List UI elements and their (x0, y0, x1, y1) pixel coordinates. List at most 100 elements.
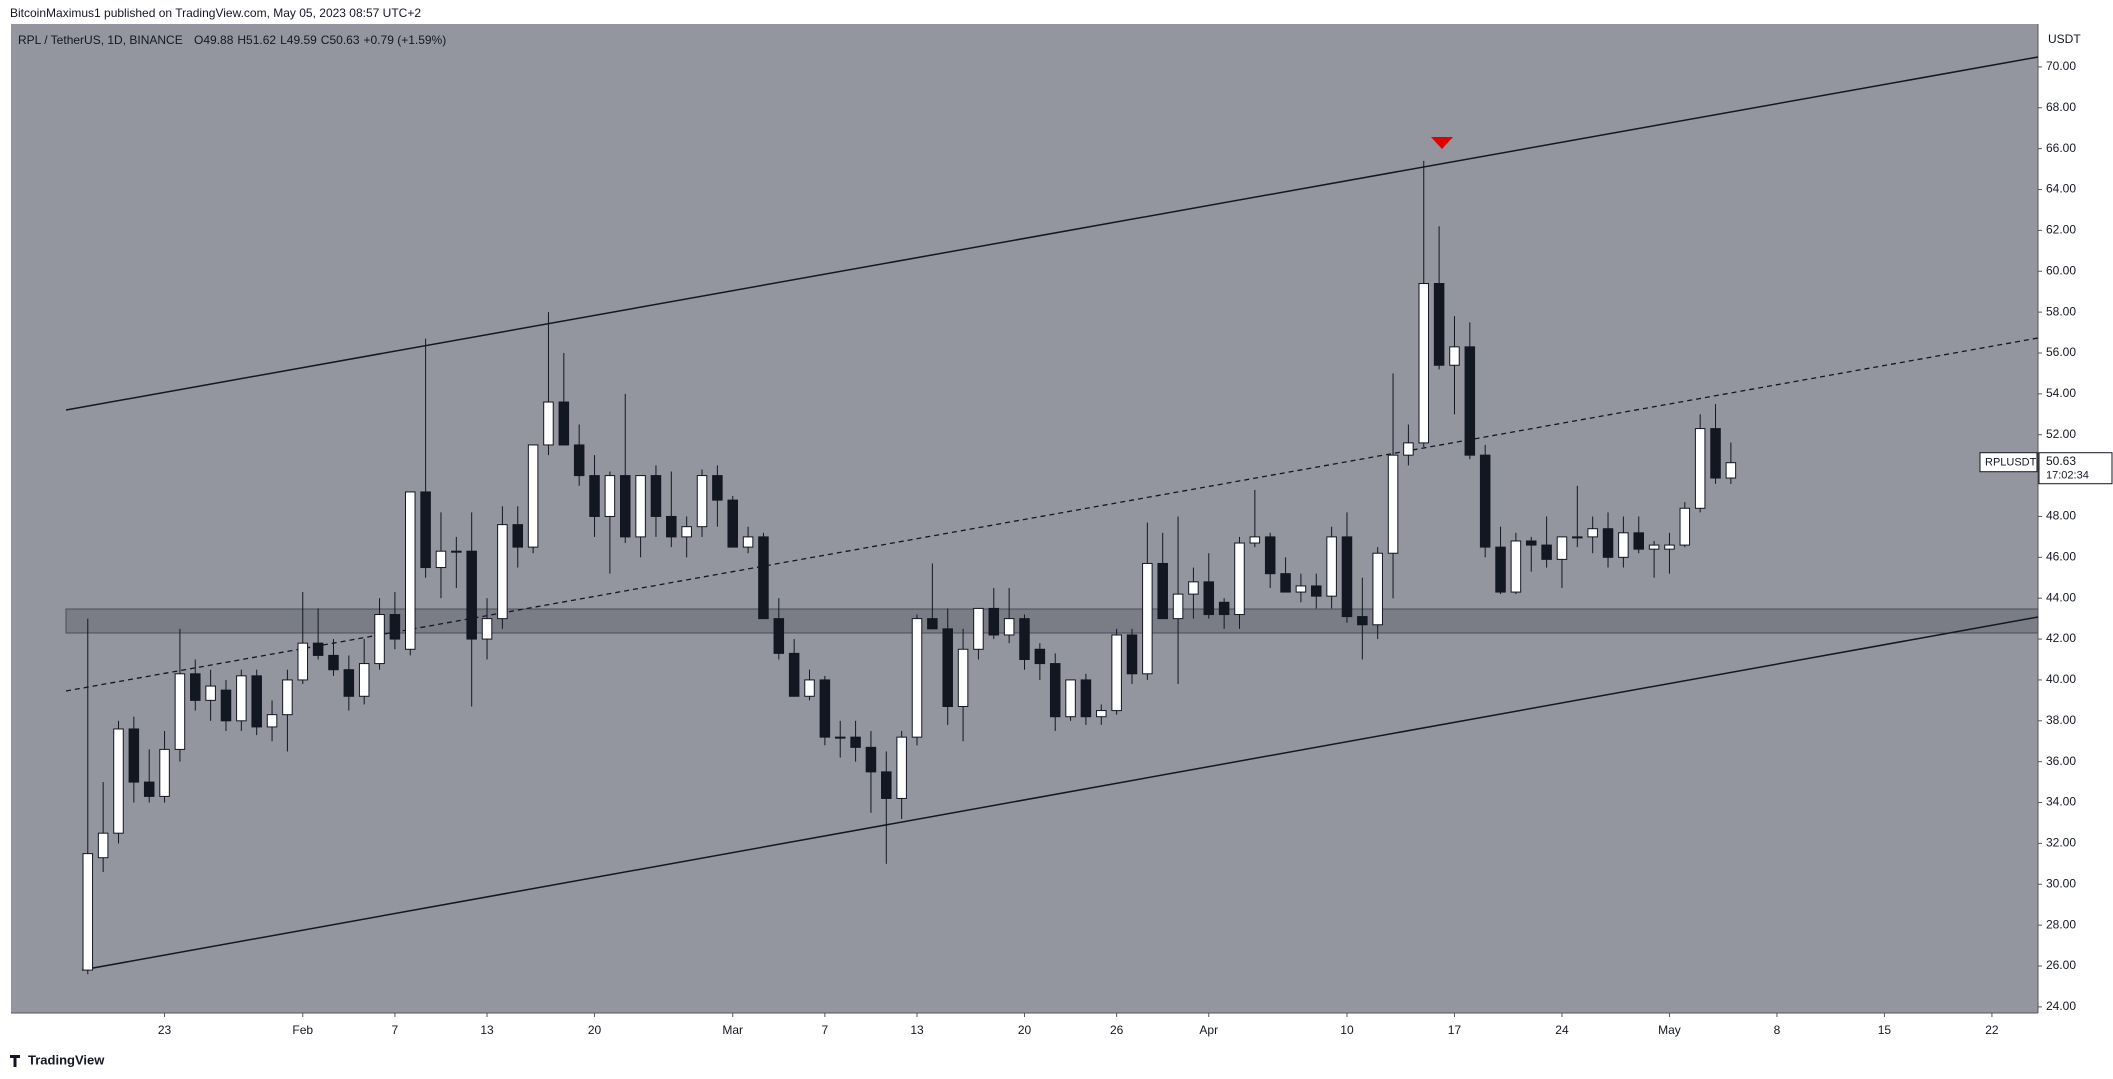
x-tick-label: 23 (158, 1023, 172, 1037)
candle-body (804, 679, 815, 697)
candle-body (1034, 648, 1046, 665)
candle-body (1080, 679, 1092, 718)
y-tick-label: 56.00 (2046, 345, 2076, 359)
candle-body (1188, 581, 1199, 595)
candle-body (1618, 532, 1629, 558)
candle-body (328, 654, 339, 671)
symbol-tag-box (1979, 452, 2038, 473)
candle-body (1264, 536, 1276, 575)
candle-body (282, 679, 293, 716)
candle-body (1234, 542, 1245, 616)
footer-brand: TradingView (28, 1052, 105, 1067)
candle-body (1710, 428, 1721, 479)
candle-body (1495, 546, 1506, 593)
x-tick-label: 8 (1774, 1023, 1781, 1037)
candle-body (251, 675, 262, 728)
candle-body (1556, 536, 1568, 560)
candle-body (1525, 540, 1537, 546)
candle-body (1510, 540, 1522, 593)
x-tick-label: 7 (392, 1023, 399, 1037)
candles (82, 160, 1737, 975)
price-tag-box (2038, 452, 2113, 485)
candle-body (1648, 544, 1660, 550)
candle-body (1157, 562, 1168, 620)
candle-body (435, 550, 447, 569)
published-note: BitcoinMaximus1 published on TradingView… (10, 6, 421, 20)
candle-body (543, 401, 554, 446)
candle-body (466, 550, 477, 640)
candle-body (850, 736, 861, 748)
candle-body (1003, 618, 1015, 636)
candle-body (1725, 462, 1737, 479)
x-tick-label: 13 (910, 1023, 924, 1037)
candle-body (266, 714, 278, 728)
candle-body (297, 642, 309, 681)
y-tick-label: 32.00 (2046, 836, 2076, 850)
candle-body (1357, 616, 1368, 626)
candle-body (1541, 544, 1552, 560)
x-tick-label: 22 (1985, 1023, 1999, 1037)
x-tick-label: 13 (480, 1023, 494, 1037)
candle-body (451, 550, 462, 553)
candle-body (896, 736, 907, 799)
candle-body (1280, 573, 1291, 593)
x-tick-label: Apr (1199, 1023, 1218, 1037)
candle-body (497, 524, 508, 620)
support-zone (65, 608, 2039, 634)
y-tick-label: 38.00 (2046, 713, 2076, 727)
candle-body (174, 673, 186, 750)
candle-body (1418, 283, 1430, 444)
upper-channel-line (65, 56, 2039, 411)
candle-body (128, 728, 140, 783)
candle-body (1464, 346, 1476, 456)
top-marker (1431, 137, 1453, 149)
candle-body (143, 781, 155, 797)
y-tick-label: 24.00 (2046, 999, 2076, 1013)
candle-body (236, 675, 247, 722)
candle-body (512, 524, 524, 548)
candle-body (635, 475, 646, 538)
y-tick-label: 48.00 (2046, 509, 2076, 523)
ohlc-value: 49.88 (203, 33, 233, 47)
candle-body (1572, 536, 1583, 539)
x-tick-label: 17 (1448, 1023, 1462, 1037)
candle-body (1311, 585, 1322, 597)
candle-body (865, 746, 877, 773)
candle-body (558, 401, 570, 446)
candle-body (404, 491, 416, 650)
tv-logo (10, 1055, 20, 1067)
y-tick-label: 40.00 (2046, 672, 2076, 686)
candle-body (1341, 536, 1353, 618)
x-tick-label: Mar (722, 1023, 743, 1037)
plot-background (11, 24, 2038, 1013)
candle-body (1326, 536, 1337, 597)
candle-body (1218, 601, 1230, 616)
symbol: RPL / TetherUS, 1D, BINANCE (18, 33, 183, 47)
y-tick-label: 46.00 (2046, 549, 2076, 563)
candle-body (1387, 454, 1399, 554)
candle-body (773, 618, 785, 654)
candle-body (1587, 528, 1598, 538)
candle-body (942, 628, 953, 707)
candle-body (481, 618, 493, 640)
candle-body (97, 832, 109, 859)
y-tick-label: 58.00 (2046, 304, 2076, 318)
price-tag-countdown: 17:02:34 (2046, 470, 2089, 482)
candle-body (1664, 544, 1675, 550)
candle-body (1065, 679, 1076, 718)
candle-body (1694, 428, 1706, 509)
lower-channel-line (81, 616, 2039, 971)
candle-body (973, 607, 984, 650)
candle-body (834, 736, 846, 739)
candle-body (927, 618, 938, 630)
candle-body (619, 475, 631, 538)
candle-body (988, 607, 1000, 636)
candle-body (205, 685, 216, 701)
candle-body (527, 444, 539, 548)
x-tick-label: 20 (1018, 1023, 1032, 1037)
candle-body (881, 771, 892, 799)
candle-body (1372, 552, 1383, 626)
y-tick-label: 42.00 (2046, 631, 2076, 645)
candle-body (589, 475, 600, 517)
